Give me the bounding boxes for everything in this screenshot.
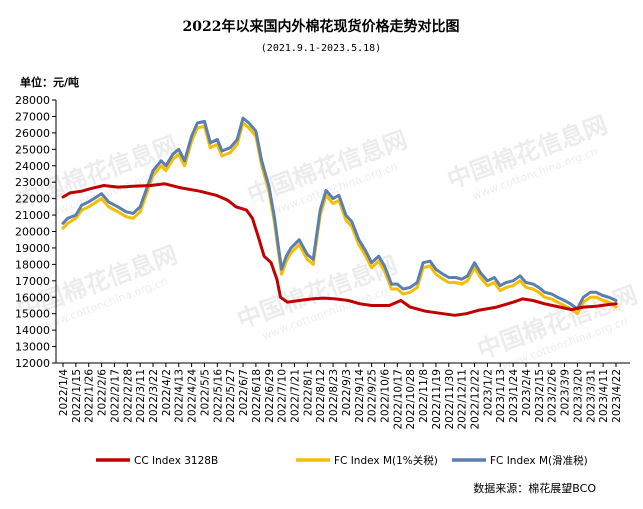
x-tick-label: 2023/1/24 — [508, 369, 520, 423]
y-tick-label: 23000 — [15, 176, 50, 189]
x-tick-label: 2023/3/20 — [572, 369, 584, 423]
x-tick-label: 2022/4/2 — [161, 369, 173, 416]
x-tick-label: 2022/12/11 — [457, 369, 469, 430]
x-tick-label: 2022/4/13 — [174, 369, 186, 423]
x-tick-label: 2022/3/11 — [135, 369, 147, 423]
y-tick-label: 27000 — [15, 110, 50, 123]
chart-subtitle: (2021.9.1-2023.5.18) — [261, 43, 381, 54]
y-tick-label: 17000 — [15, 275, 50, 288]
x-tick-label: 2022/6/18 — [251, 369, 263, 423]
chart-title: 2022年以来国内外棉花现货价格走势对比图 — [183, 18, 460, 35]
series-line-1 — [61, 182, 618, 317]
legend-label: FC Index M(滑准税) — [490, 454, 588, 467]
axes — [52, 99, 630, 367]
y-tick-labels: 12000 13000 14000 15000 16000 17000 18000 19000… — [15, 94, 50, 370]
source-note: 数据来源：棉花展望BCO — [473, 481, 596, 495]
legend-label: FC Index M(1%关税) — [334, 454, 438, 467]
x-tick-label: 2023/3/31 — [585, 369, 597, 423]
y-tick-label: 20000 — [15, 226, 50, 239]
y-tick-label: 14000 — [15, 324, 50, 337]
y-tick-label: 28000 — [15, 94, 50, 107]
x-tick-label: 2022/2/6 — [97, 369, 109, 416]
x-tick-label: 2022/9/14 — [354, 369, 366, 423]
x-tick-label: 2022/9/3 — [341, 369, 353, 416]
x-tick-label: 2023/1/2 — [482, 369, 494, 416]
x-tick-label: 2022/3/22 — [148, 369, 160, 423]
x-tick-label: 2022/7/10 — [277, 369, 289, 423]
x-tick-label: 2022/8/23 — [328, 369, 340, 423]
x-tick-label: 2023/4/22 — [611, 369, 623, 423]
x-tick-label: 2022/4/24 — [187, 369, 199, 423]
x-tick-label: 2022/6/7 — [238, 369, 250, 416]
x-tick-label: 2022/8/12 — [315, 369, 327, 423]
y-tick-label: 22000 — [15, 193, 50, 206]
y-axis-label: 单位：元/吨 — [20, 75, 79, 89]
legend: CC Index 3128B FC Index M(1%关税) FC Index M… — [96, 454, 588, 467]
x-tick-label: 2022/10/6 — [380, 369, 392, 423]
x-tick-label: 2022/11/8 — [418, 369, 430, 423]
x-tick-label: 2022/5/16 — [212, 369, 224, 423]
y-tick-label: 21000 — [15, 209, 50, 222]
x-tick-label: 2022/6/29 — [264, 369, 276, 423]
y-tick-label: 24000 — [15, 160, 50, 173]
series-line-3 — [61, 116, 618, 311]
y-tick-label: 15000 — [15, 308, 50, 321]
x-tick-label: 2022/11/30 — [444, 369, 456, 430]
x-tick-label: 2022/2/17 — [109, 369, 121, 423]
x-tick-label: 2022/5/27 — [225, 369, 237, 423]
legend-item: FC Index M(1%关税) — [296, 454, 438, 467]
x-tick-label: 2022/10/28 — [405, 369, 417, 430]
y-tick-label: 12000 — [15, 357, 50, 370]
x-tick-label: 2022/11/19 — [431, 369, 443, 430]
legend-item: CC Index 3128B — [96, 455, 218, 467]
y-tick-label: 25000 — [15, 143, 50, 156]
y-tick-label: 13000 — [15, 341, 50, 354]
x-tick-label: 2022/9/25 — [367, 369, 379, 423]
x-tick-label: 2023/2/4 — [521, 369, 533, 416]
x-tick-label: 2023/2/15 — [534, 369, 546, 423]
x-tick-label: 2023/2/26 — [547, 369, 559, 423]
x-tick-label: 2022/1/15 — [71, 369, 83, 423]
series-line-2 — [61, 121, 618, 316]
series-lines — [61, 116, 618, 317]
x-tick-label: 2022/1/26 — [84, 369, 96, 423]
x-tick-label: 2022/5/5 — [199, 369, 211, 416]
x-tick-label: 2022/12/22 — [470, 369, 482, 430]
x-tick-label: 2022/10/17 — [392, 369, 404, 430]
legend-item: FC Index M(滑准税) — [452, 454, 588, 467]
x-tick-label: 2023/3/9 — [560, 369, 572, 416]
y-tick-label: 18000 — [15, 258, 50, 271]
x-tick-label: 2022/7/21 — [289, 369, 301, 423]
x-tick-label: 2022/1/4 — [58, 369, 70, 416]
x-tick-label: 2022/8/1 — [302, 369, 314, 416]
legend-label: CC Index 3128B — [134, 455, 218, 467]
y-tick-label: 16000 — [15, 291, 50, 304]
x-tick-label: 2022/2/28 — [122, 369, 134, 423]
y-tick-label: 26000 — [15, 127, 50, 140]
x-tick-label: 2023/1/13 — [495, 369, 507, 423]
x-tick-labels: 2022/1/4 2022/1/15 2022/1/26 2022/2/6 2022/2… — [58, 369, 623, 430]
y-tick-label: 19000 — [15, 242, 50, 255]
x-tick-label: 2023/4/11 — [598, 369, 610, 423]
